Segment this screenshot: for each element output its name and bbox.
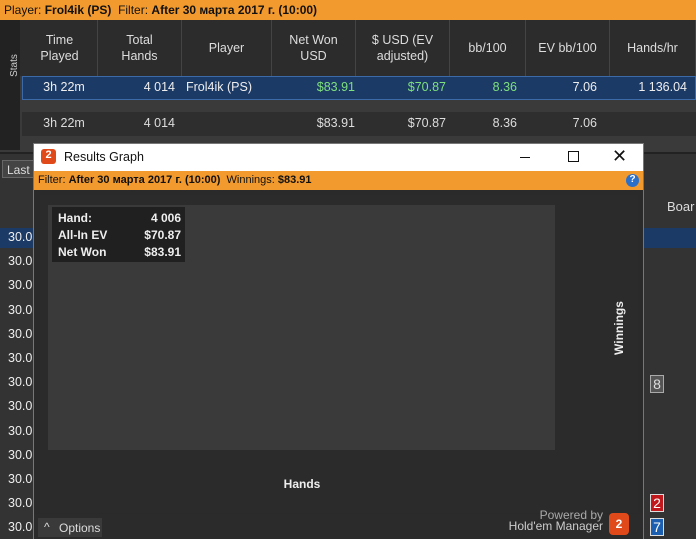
left-row-value: 30.0: [8, 423, 33, 438]
y-axis-label: Winnings: [612, 301, 626, 355]
brand: Hold'em Manager: [509, 519, 603, 533]
left-row-value: 30.0: [8, 496, 33, 511]
column-header[interactable]: Player: [182, 20, 272, 76]
column-header[interactable]: EV bb/100: [526, 20, 610, 76]
cell: 3h 22m: [43, 80, 85, 94]
title-bar: Results Graph: [34, 144, 643, 171]
window-filter-label: Filter:: [38, 174, 66, 186]
minimize-button[interactable]: [520, 157, 530, 158]
table-header: [20, 20, 696, 76]
help-button[interactable]: ?: [626, 174, 639, 187]
badge: 7: [650, 518, 664, 536]
options-label: Options: [59, 521, 100, 535]
winnings: $83.91: [277, 174, 312, 186]
tooltip-value: $70.87: [144, 228, 181, 242]
brand-logo-text: 2: [616, 517, 623, 531]
tooltip-label: All-In EV: [58, 228, 107, 242]
powered-by: Powered by: [540, 508, 603, 522]
left-row-value: 30.0: [8, 230, 33, 244]
cell: Frol4ik (PS): [186, 80, 252, 94]
filter: After 30 марта 2017 г. (10:00): [151, 3, 318, 17]
cell: $83.91: [316, 116, 355, 130]
cell: $83.91: [316, 80, 355, 94]
x-axis-label: Hands: [284, 477, 321, 491]
window-title: Results Graph: [64, 150, 144, 164]
maximize-button[interactable]: [568, 151, 579, 162]
tooltip-label: Hand:: [58, 211, 92, 225]
selected-row[interactable]: [22, 76, 696, 100]
player: Frol4ik (PS): [44, 3, 112, 17]
tooltip: [52, 207, 185, 262]
header-bar: Player: Frol4ik (PS) Filter: After 30 ма…: [0, 0, 696, 20]
badge: 2: [650, 494, 664, 512]
last-tab-label: Last: [7, 163, 30, 177]
cell: 7.06: [572, 116, 597, 130]
left-row-value: 30.0: [8, 472, 33, 486]
left-row-value: 30.0: [8, 351, 33, 365]
brand-logo: [609, 513, 629, 535]
left-row-value: 30.0: [8, 375, 33, 390]
tooltip-value: 4 006: [151, 211, 181, 225]
left-row-value: 30.0: [8, 447, 33, 462]
cell: 8.36: [492, 116, 517, 130]
options-button[interactable]: [38, 518, 102, 537]
player-label: Player:: [4, 3, 42, 17]
tooltip-label: Net Won: [58, 245, 106, 259]
window-filter: After 30 марта 2017 г. (10:00): [68, 174, 221, 186]
board-header: Boar: [667, 199, 695, 214]
column-header[interactable]: Time Played: [22, 20, 98, 76]
left-row-value: 30.0: [8, 399, 33, 414]
cell: 3h 22m: [43, 116, 85, 130]
cell: 8.36: [492, 80, 517, 94]
app-icon: 2: [41, 149, 56, 164]
close-button[interactable]: ✕: [612, 146, 628, 166]
tooltip-value: $83.91: [144, 245, 181, 259]
left-row-value: 30.0: [8, 326, 33, 341]
cell: $70.87: [407, 116, 446, 130]
window-filter-bar: Filter: After 30 марта 2017 г. (10:00) W…: [34, 171, 643, 190]
filter-label: Filter:: [118, 3, 149, 17]
column-header[interactable]: $ USD (EV adjusted): [356, 20, 450, 76]
cell: 4 014: [143, 80, 175, 94]
column-header[interactable]: bb/100: [450, 20, 526, 76]
stats-tab[interactable]: Stats: [0, 20, 20, 150]
cell: 7.06: [572, 80, 597, 94]
left-row-value: 30.0: [8, 278, 33, 293]
left-row-value: 30.0: [8, 520, 33, 535]
bottom-bar: [34, 514, 643, 539]
cell: 1 136.04: [638, 80, 687, 94]
last-tab[interactable]: Last: [2, 160, 34, 178]
left-row-value: 30.0: [8, 302, 33, 317]
badge: 8: [650, 375, 664, 393]
column-header[interactable]: Total Hands: [98, 20, 182, 76]
cell: 4 014: [143, 116, 175, 130]
column-header[interactable]: Net Won USD: [272, 20, 356, 76]
cell: $70.87: [407, 80, 446, 94]
options-arrow: ^: [44, 520, 50, 534]
total-row: [22, 112, 696, 136]
left-row-value: 30.0: [8, 254, 33, 269]
winnings-label: Winnings:: [226, 174, 275, 186]
